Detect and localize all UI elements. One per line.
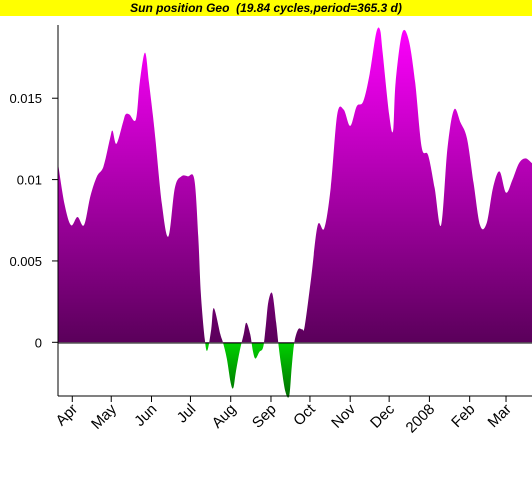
y-tick-label: 0.005	[9, 254, 42, 269]
x-tick-label: Nov	[328, 400, 359, 431]
y-tick-label: 0	[35, 335, 42, 350]
positive-area	[58, 27, 532, 343]
x-tick-label: Mar	[485, 401, 515, 431]
y-tick-label: 0.01	[17, 173, 42, 188]
x-axis-ticks: Apr May Jun Jul Aug Sep Oct Nov Dec 2008 Feb Mar	[53, 396, 515, 436]
x-tick-label: 2008	[403, 401, 439, 437]
x-tick-label: Aug	[209, 401, 240, 432]
x-tick-label: Feb	[448, 401, 478, 431]
x-tick-label: Oct	[290, 400, 319, 429]
x-tick-label: Dec	[367, 400, 398, 431]
chart-title: Sun position Geo (19.84 cycles,period=36…	[130, 1, 402, 15]
x-tick-label: Apr	[53, 401, 82, 430]
plot-area	[58, 27, 532, 398]
title-bar	[0, 0, 532, 16]
negative-area	[205, 343, 295, 398]
x-tick-label: May	[88, 400, 120, 432]
x-tick-label: Sep	[249, 401, 280, 432]
y-axis-ticks: 0 0.005 0.01 0.015	[9, 91, 58, 350]
x-tick-label: Jul	[174, 401, 200, 427]
x-tick-label: Jun	[131, 401, 160, 430]
y-tick-label: 0.015	[9, 91, 42, 106]
